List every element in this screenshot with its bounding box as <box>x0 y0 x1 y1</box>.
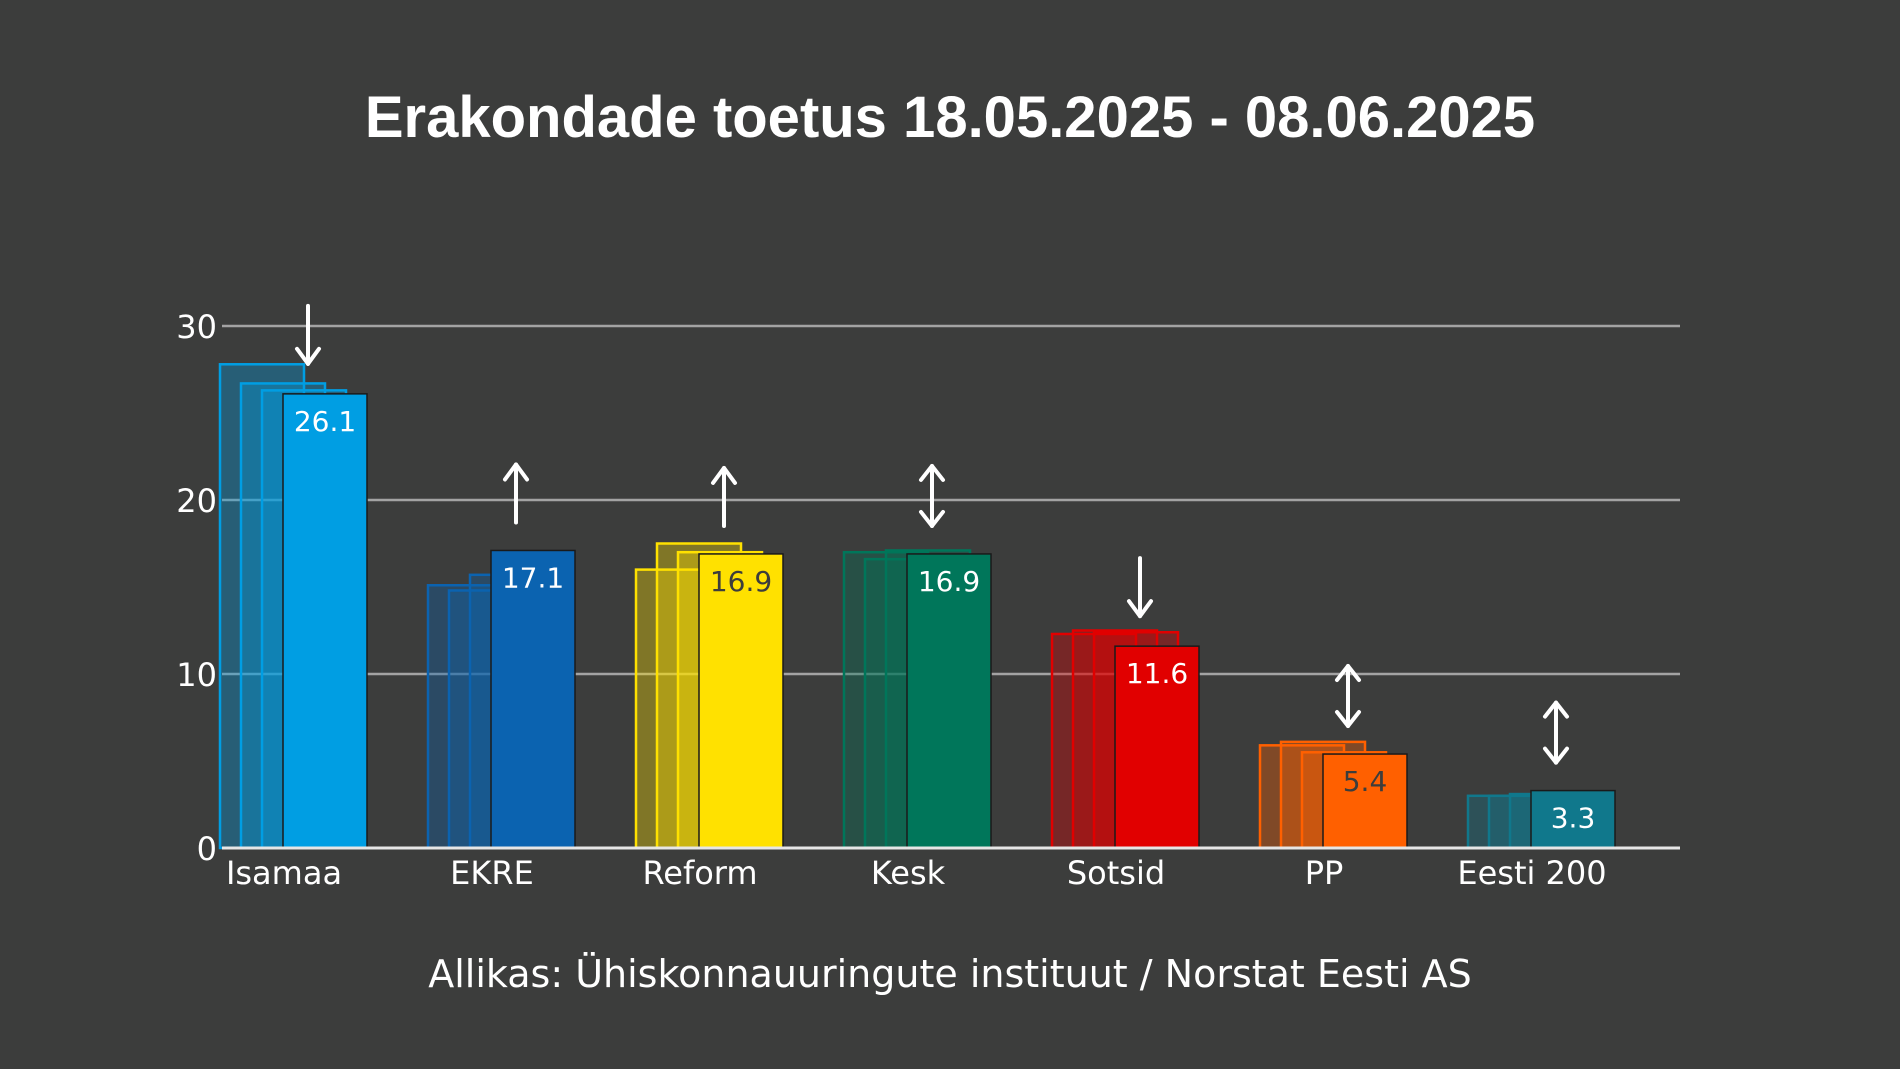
y-tick-label: 10 <box>176 656 217 694</box>
bar <box>906 553 992 849</box>
bar <box>1322 753 1408 849</box>
x-tick-label: PP <box>1305 854 1344 892</box>
x-tick-label: Sotsid <box>1067 854 1165 892</box>
data-label: 16.9 <box>710 565 772 598</box>
data-label: 16.9 <box>918 565 980 598</box>
trend-both-arrow-icon <box>919 463 945 482</box>
bar <box>1530 789 1616 849</box>
trend-both-arrow-icon <box>1335 664 1361 683</box>
trend-down-arrow-icon <box>295 346 321 366</box>
x-tick-label: Eesti 200 <box>1457 854 1606 892</box>
x-tick-label: Kesk <box>871 854 946 892</box>
trend-both-arrow-icon <box>1543 700 1569 719</box>
bar <box>490 549 576 849</box>
x-tick-label: EKRE <box>450 854 534 892</box>
bar <box>698 553 784 849</box>
bar <box>282 393 368 849</box>
trend-both-arrow-icon <box>1335 710 1361 729</box>
y-tick-label: 20 <box>176 482 217 520</box>
data-label: 17.1 <box>502 561 564 594</box>
trend-both-arrow-icon <box>1543 746 1569 765</box>
x-tick-label: Reform <box>642 854 757 892</box>
y-tick-label: 0 <box>197 830 217 868</box>
trend-up-arrow-icon <box>711 465 737 485</box>
data-label: 26.1 <box>294 405 356 438</box>
trend-down-arrow-icon <box>1127 599 1153 619</box>
trend-up-arrow-icon <box>503 462 529 482</box>
y-tick-label: 30 <box>176 308 217 346</box>
data-label: 11.6 <box>1126 657 1188 690</box>
source-note: Allikas: Ühiskonnauuringute instituut / … <box>428 952 1472 996</box>
trend-both-arrow-icon <box>919 509 945 528</box>
x-tick-label: Isamaa <box>226 854 342 892</box>
chart-title: Erakondade toetus 18.05.2025 - 08.06.202… <box>364 85 1536 150</box>
data-label: 5.4 <box>1343 765 1388 798</box>
data-label: 3.3 <box>1551 802 1596 835</box>
